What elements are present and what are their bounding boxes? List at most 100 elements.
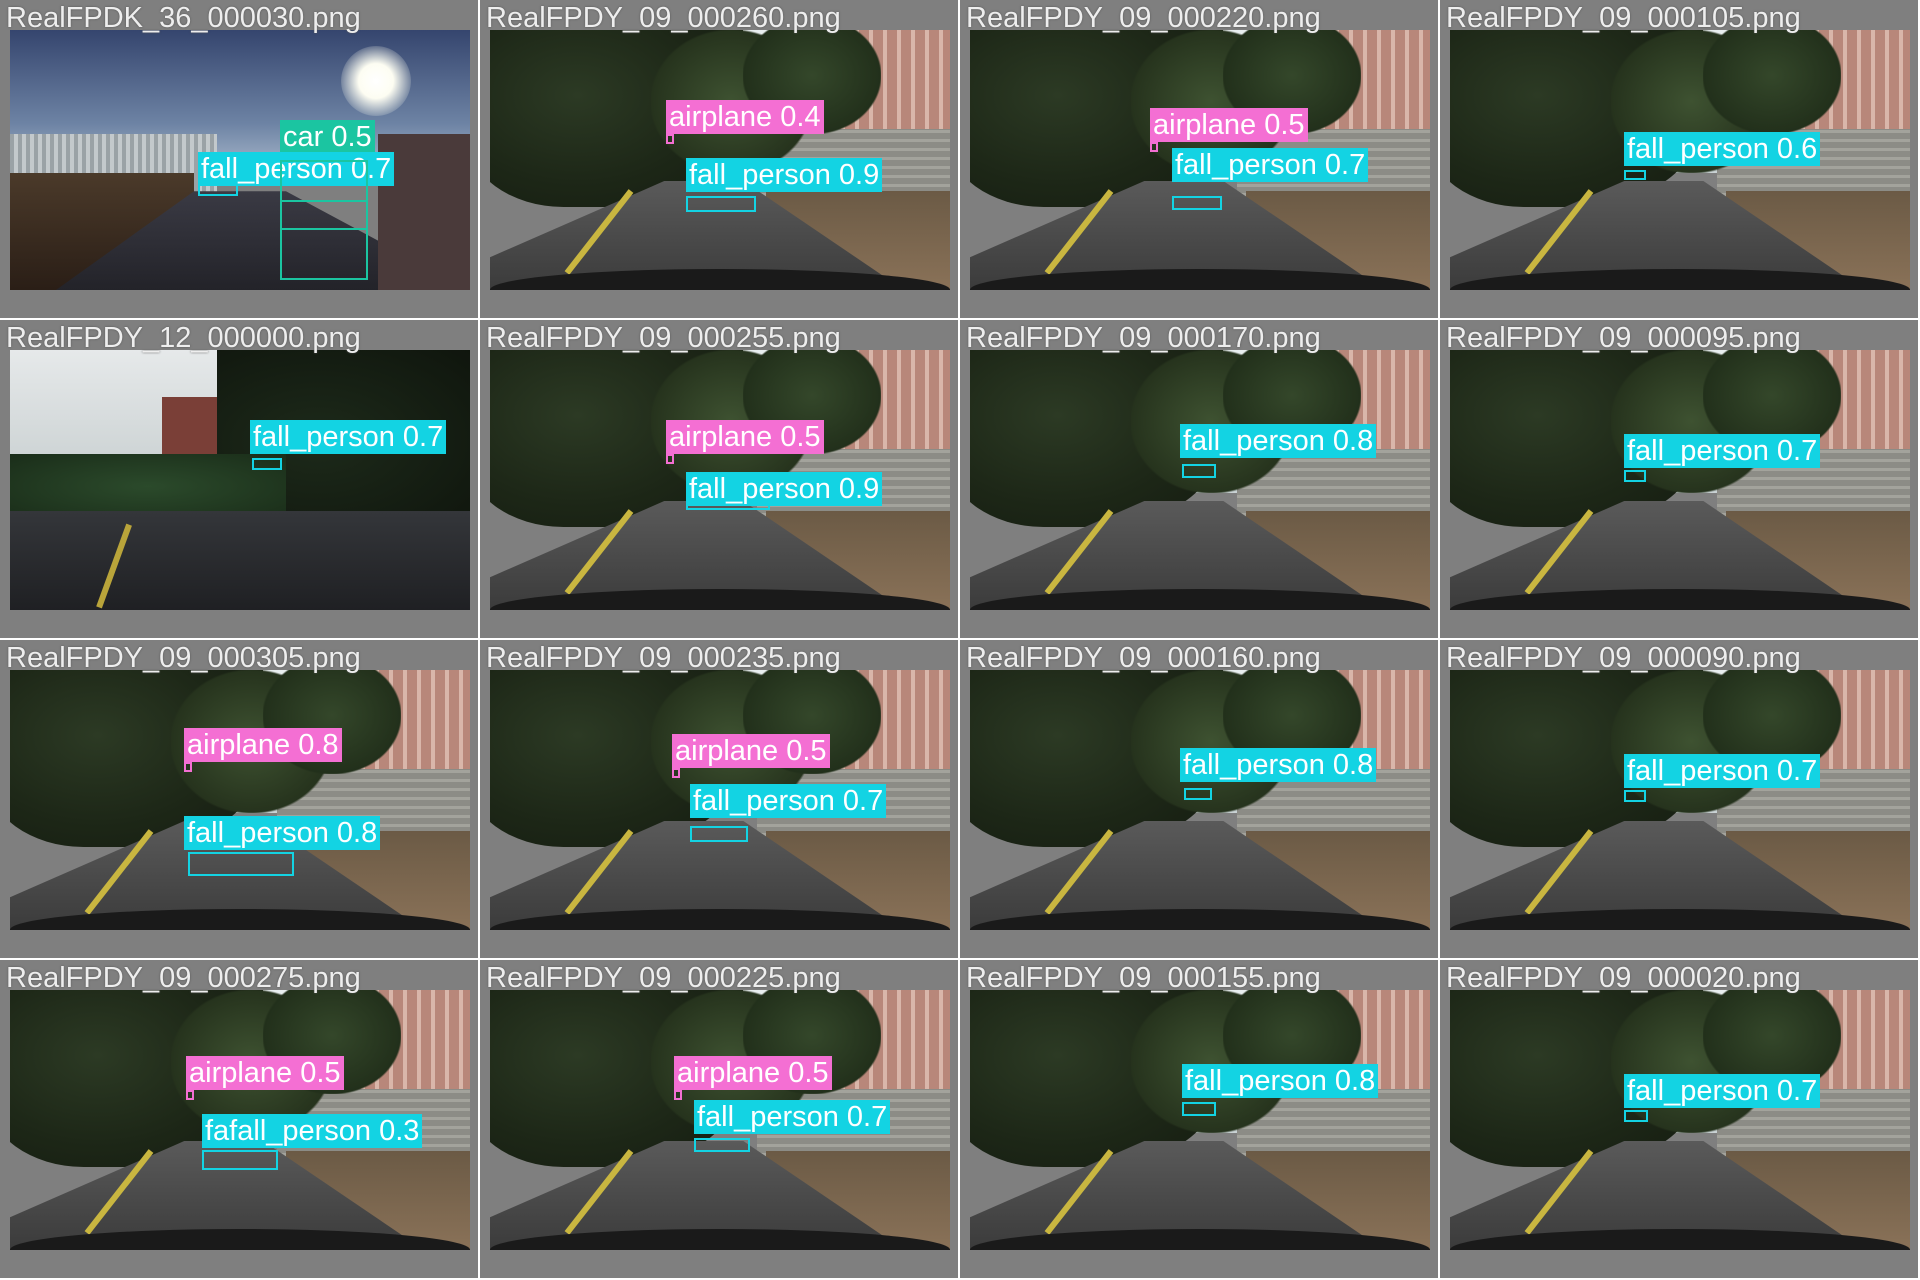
airplane-box: [1150, 142, 1158, 152]
fall-person-label: fall_person 0.7: [250, 420, 447, 454]
fall-person-label: fall_person 0.8: [1180, 748, 1377, 782]
fall-person-box: [1184, 788, 1212, 800]
fall-person-label: fall_person 0.6: [1624, 132, 1821, 166]
airplane-box: [186, 1090, 194, 1100]
fall-person-box: [1172, 196, 1222, 210]
car-hood: [970, 1229, 1430, 1250]
tree-canopy-right: [1703, 30, 1841, 134]
image-tile[interactable]: RealFPDY_09_000225.png airplane 0.5 fall_p…: [480, 960, 958, 1278]
car-hood: [490, 909, 950, 930]
fall-person-label: fall_person 0.7: [690, 784, 887, 818]
airplane-label: airplane 0.5: [672, 734, 830, 768]
car-hood: [1450, 909, 1910, 930]
tile-photo: [490, 350, 950, 610]
tile-filename: RealFPDY_09_000090.png: [1446, 642, 1801, 674]
car-hood: [970, 269, 1430, 290]
tile-photo: [1450, 30, 1910, 290]
tile-filename: RealFPDY_09_000170.png: [966, 322, 1321, 354]
airplane-label: airplane 0.8: [184, 728, 342, 762]
car-hood: [490, 269, 950, 290]
image-tile[interactable]: RealFPDY_09_000255.png airplane 0.5 fall_p…: [480, 320, 958, 638]
road: [10, 511, 470, 610]
tile-filename: RealFPDY_09_000225.png: [486, 962, 841, 994]
image-tile[interactable]: RealFPDY_09_000095.png fall_person 0.7: [1440, 320, 1918, 638]
tile-filename: RealFPDY_09_000275.png: [6, 962, 361, 994]
tile-photo: [970, 350, 1430, 610]
tile-filename: RealFPDY_09_000220.png: [966, 2, 1321, 34]
image-tile[interactable]: RealFPDY_09_000170.png fall_person 0.8: [960, 320, 1438, 638]
image-tile[interactable]: RealFPDY_09_000220.png airplane 0.5 fall_p…: [960, 0, 1438, 318]
fall-person-box: [1182, 1102, 1216, 1116]
tile-filename: RealFPDY_09_000305.png: [6, 642, 361, 674]
image-tile[interactable]: RealFPDY_09_000020.png fall_person 0.7: [1440, 960, 1918, 1278]
fall-person-label: fall_person 0.9: [686, 472, 883, 506]
image-tile[interactable]: RealFPDY_09_000155.png fall_person 0.8: [960, 960, 1438, 1278]
car-hood: [970, 909, 1430, 930]
car-hood: [1450, 269, 1910, 290]
airplane-box: [674, 1090, 682, 1100]
tile-filename: RealFPDY_09_000020.png: [1446, 962, 1801, 994]
tile-photo: [10, 350, 470, 610]
car-hood: [1450, 589, 1910, 610]
image-tile[interactable]: RealFPDY_09_000090.png fall_person 0.7: [1440, 640, 1918, 958]
car-hood: [1450, 1229, 1910, 1250]
fall-person-label: fall_person 0.8: [184, 816, 381, 850]
fall-person-box: [252, 458, 282, 470]
image-tile[interactable]: RealFPDY_12_000000.png fall_person 0.7: [0, 320, 478, 638]
car-hood: [10, 1229, 470, 1250]
tile-filename: RealFPDY_09_000255.png: [486, 322, 841, 354]
fall-person-box: [1624, 470, 1646, 482]
airplane-label: airplane 0.5: [666, 420, 824, 454]
fall-person-label: fall_person 0.7: [1624, 1074, 1821, 1108]
image-tile[interactable]: RealFPDY_09_000235.png airplane 0.5 fall_p…: [480, 640, 958, 958]
tile-filename: RealFPDY_09_000155.png: [966, 962, 1321, 994]
tile-photo: [10, 30, 470, 290]
airplane-label: airplane 0.4: [666, 100, 824, 134]
image-tile[interactable]: RealFPDY_09_000305.png airplane 0.8 fall_p…: [0, 640, 478, 958]
fall-person-label: fall_person 0.8: [1182, 1064, 1379, 1098]
fall-person-label: fall_person 0.7: [1624, 434, 1821, 468]
fall-person-box: [690, 826, 748, 842]
car-hood: [490, 1229, 950, 1250]
fall-person-box: [188, 852, 294, 876]
fall-person-label: fall_person 0.7: [1624, 754, 1821, 788]
tile-photo: [1450, 350, 1910, 610]
fall-person-box: [1624, 790, 1646, 802]
tile-filename: RealFPDY_09_000105.png: [1446, 2, 1801, 34]
image-tile[interactable]: RealFPDY_09_000160.png fall_person 0.8: [960, 640, 1438, 958]
tile-photo: [1450, 670, 1910, 930]
airplane-box: [184, 762, 192, 772]
tile-filename: RealFPDK_36_000030.png: [6, 2, 361, 34]
fall-person-box: [202, 1150, 278, 1170]
fall-person-label: fall_person 0.7: [694, 1100, 891, 1134]
fall-person-box: [1182, 464, 1216, 478]
airplane-box: [666, 134, 674, 144]
fall-person-label: fafall_person 0.3: [202, 1114, 423, 1148]
airplane-label: airplane 0.5: [1150, 108, 1308, 142]
image-tile[interactable]: RealFPDY_09_000275.png airplane 0.5 fafall…: [0, 960, 478, 1278]
airplane-label: airplane 0.5: [674, 1056, 832, 1090]
fall-person-label: fall_person 0.7: [198, 152, 395, 186]
tile-filename: RealFPDY_09_000260.png: [486, 2, 841, 34]
tile-filename: RealFPDY_09_000160.png: [966, 642, 1321, 674]
car-hood: [10, 909, 470, 930]
car-label: car 0.5: [280, 120, 375, 154]
tile-photo: [1450, 990, 1910, 1250]
fall-person-box: [1624, 170, 1646, 180]
fall-person-box: [686, 196, 756, 212]
fall-person-label: fall_person 0.7: [1172, 148, 1369, 182]
image-tile[interactable]: RealFPDY_09_000105.png fall_person 0.6: [1440, 0, 1918, 318]
hedge: [10, 454, 286, 519]
airplane-box: [672, 768, 680, 778]
fall-person-box: [694, 1138, 750, 1152]
tile-photo: [10, 670, 470, 930]
tile-filename: RealFPDY_09_000095.png: [1446, 322, 1801, 354]
fall-person-box: [1624, 1110, 1648, 1122]
car-hood: [490, 589, 950, 610]
tile-filename: RealFPDY_09_000235.png: [486, 642, 841, 674]
fall-person-label: fall_person 0.8: [1180, 424, 1377, 458]
image-tile[interactable]: RealFPDY_09_000260.png airplane 0.4 fall_p…: [480, 0, 958, 318]
airplane-box: [666, 454, 674, 464]
